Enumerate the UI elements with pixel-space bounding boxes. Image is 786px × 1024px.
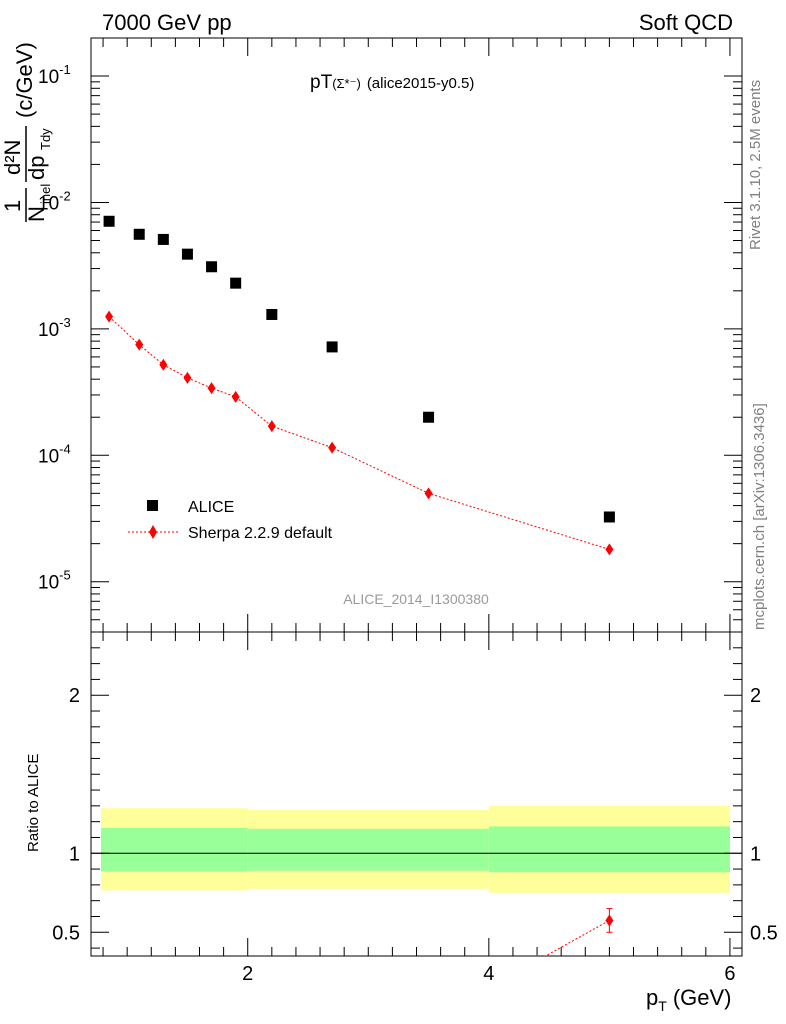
ratio-uncertainty-bands <box>101 805 730 893</box>
data-point <box>423 411 435 423</box>
x-tick-label: 6 <box>724 963 735 985</box>
ratio-y-tick-label-right: 1 <box>750 843 761 865</box>
collision-label: 7000 GeV pp <box>102 10 232 35</box>
mcplots-info: mcplots.cern.ch [arXiv:1306.3436] <box>751 403 768 630</box>
analysis-id: ALICE_2014_I1300380 <box>343 591 489 607</box>
mc-curve <box>108 316 610 550</box>
ratio-y-axis: 0.5 0.5 1 1 2 2 <box>52 631 778 949</box>
data-point <box>181 248 193 260</box>
ylabel-n: N <box>24 206 49 222</box>
legend-mc-label: Sherpa 2.2.9 default <box>188 525 333 542</box>
main-panel-frame <box>90 37 743 633</box>
x-axis: 2 4 6 <box>102 38 736 985</box>
data-point <box>157 233 169 245</box>
x-tick-label: 2 <box>242 963 253 985</box>
x-label-sub: T <box>658 998 667 1014</box>
ylabel-denominator: dp <box>24 156 49 180</box>
band-inner-2 <box>488 826 730 873</box>
ylabel-unit: (c/GeV) <box>12 42 37 118</box>
main-y-tick-label: 10-3 <box>38 315 71 341</box>
mc-point <box>424 487 433 500</box>
mc-point <box>183 371 192 384</box>
mc-point <box>105 310 114 323</box>
data-point <box>603 511 615 523</box>
main-y-axis: 10-5 10-4 10-3 10-2 10-1 <box>38 37 742 633</box>
ratio-y-tick-label: 2 <box>69 685 80 707</box>
rivet-info: Rivet 3.1.10, 2.5M events <box>747 80 764 250</box>
ratio-y-tick-label: 0.5 <box>52 922 80 944</box>
ratio-y-tick-label: 1 <box>69 843 80 865</box>
mc-point <box>231 390 240 403</box>
data-point <box>103 215 115 227</box>
ylabel-one: 1 <box>0 200 25 212</box>
ylabel-n-sub: inel <box>38 184 53 204</box>
legend-data-marker <box>147 500 158 511</box>
band-inner-0 <box>101 827 248 872</box>
x-label-p: p <box>646 985 658 1010</box>
category-label: Soft QCD <box>639 10 733 35</box>
main-y-tick-label: 10-5 <box>38 568 71 594</box>
main-y-tick-label: 10-2 <box>38 188 71 214</box>
ylabel-numerator: d²N <box>0 140 25 175</box>
legend-data-label: ALICE <box>188 499 234 516</box>
ratio-mc-curve <box>544 920 610 956</box>
title-prefix: pT <box>310 72 333 93</box>
data-point <box>133 228 145 240</box>
x-label-unit: (GeV) <box>673 985 732 1010</box>
main-data-layer <box>103 215 615 556</box>
ratio-panel-frame <box>90 631 743 957</box>
data-point <box>266 308 278 320</box>
data-point <box>230 277 242 289</box>
data-point <box>206 261 218 273</box>
x-tick-label: 4 <box>483 963 494 985</box>
ratio-mc-point <box>605 914 614 927</box>
mc-point <box>267 420 276 433</box>
title-particle: (Σ*⁻) <box>332 76 361 91</box>
ylabel-den-sub: Tdy <box>38 128 53 150</box>
main-y-tick-label: 10-4 <box>38 441 71 467</box>
mc-point <box>328 441 337 454</box>
mc-point <box>159 358 168 371</box>
ratio-y-tick-label-right: 2 <box>750 685 761 707</box>
mc-point <box>605 543 614 556</box>
title-suffix: (alice2015-y0.5) <box>367 75 475 92</box>
data-point <box>326 341 338 353</box>
x-axis-label: pT (GeV) <box>646 985 732 1014</box>
legend-mc-marker <box>149 525 157 539</box>
plot-title: pT(Σ*⁻) (alice2015-y0.5) <box>310 72 474 93</box>
mc-point <box>207 382 216 395</box>
mc-point <box>135 338 144 351</box>
ratio-y-label: Ratio to ALICE <box>25 754 42 852</box>
ratio-data-layer <box>536 908 614 956</box>
legend: ALICE Sherpa 2.2.9 default <box>128 499 333 542</box>
ratio-mc-point <box>536 954 538 956</box>
main-y-tick-label: 10-1 <box>38 62 71 88</box>
main-y-label: 1 N inel d²N dp Tdy (c/GeV) <box>0 42 53 222</box>
ratio-y-tick-label-right: 0.5 <box>750 922 778 944</box>
band-inner-1 <box>247 828 489 871</box>
